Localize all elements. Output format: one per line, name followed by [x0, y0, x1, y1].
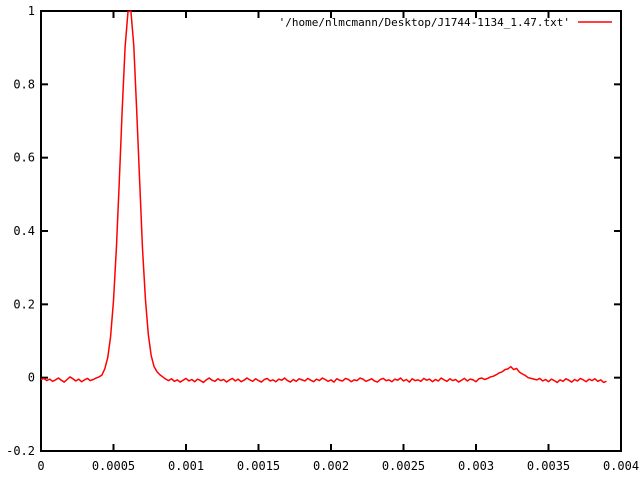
- axis-tick-labels: 0 0.0005 0.001 0.0015 0.002 0.0025 0.003 0.0035…: [6, 4, 639, 473]
- y-axis-tick-label: 1: [28, 4, 35, 18]
- plot-border: [40, 10, 622, 452]
- y-axis-tick-label: 0.8: [13, 77, 35, 91]
- y-axis-tick-label: 0.4: [13, 224, 35, 238]
- x-axis-tick-label: 0.0035: [527, 459, 570, 473]
- x-axis-tick-label: 0.004: [603, 459, 639, 473]
- data-curve: [40, 10, 607, 384]
- y-axis-tick-label: 0.2: [13, 297, 35, 311]
- y-axis-tick-label: -0.2: [6, 444, 35, 458]
- x-axis-tick-label: 0.002: [313, 459, 349, 473]
- x-axis-tick-label: 0.0025: [382, 459, 425, 473]
- x-axis-tick-label: 0.0005: [92, 459, 135, 473]
- x-axis-tick-label: 0.003: [458, 459, 494, 473]
- data-series: [40, 10, 607, 384]
- x-axis-tick-label: 0: [37, 459, 44, 473]
- axis-ticks: [40, 10, 622, 452]
- x-axis-tick-label: 0.0015: [237, 459, 280, 473]
- y-axis-tick-label: 0.6: [13, 151, 35, 165]
- x-axis-tick-label: 0.001: [168, 459, 204, 473]
- y-axis-tick-label: 0: [28, 371, 35, 385]
- legend-label: '/home/nlmcmann/Desktop/J1744-1134_1.47.…: [279, 16, 570, 29]
- legend: '/home/nlmcmann/Desktop/J1744-1134_1.47.…: [279, 16, 612, 29]
